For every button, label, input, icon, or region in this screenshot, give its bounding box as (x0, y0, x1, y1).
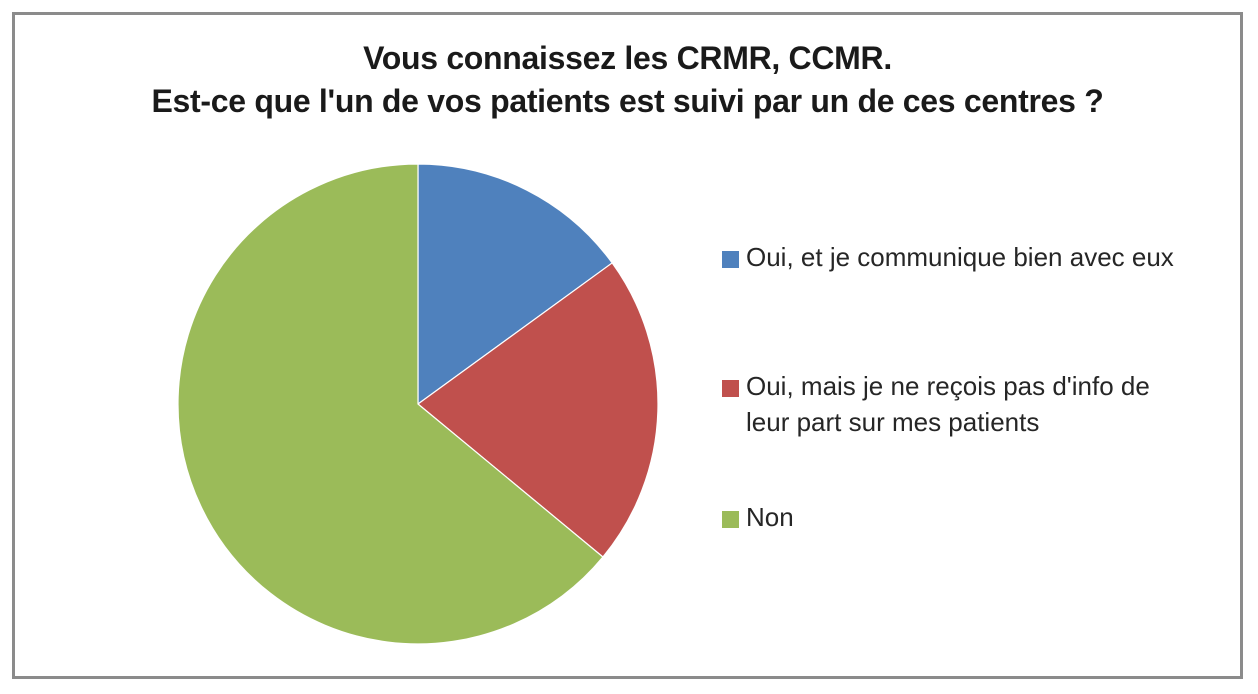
chart-title-line-2: Est-ce que l'un de vos patients est suiv… (151, 83, 1104, 119)
legend-label-non: Non (746, 502, 794, 532)
legend-marker-red-icon (722, 380, 739, 397)
legend-marker-blue-icon (722, 251, 739, 268)
legend-item-non[interactable]: Non (722, 499, 1176, 535)
pie-chart (177, 163, 659, 645)
chart-title: Vous connaissez les CRMR, CCMR. Est-ce q… (15, 37, 1240, 123)
pie-slice-oui-pas-info[interactable] (417, 262, 659, 558)
chart-title-line-1: Vous connaissez les CRMR, CCMR. (363, 40, 892, 76)
pie-slice-oui-communique-bien[interactable] (417, 163, 613, 406)
legend-label-oui-pas-info: Oui, mais je ne reçois pas d'info de leu… (746, 371, 1150, 437)
pie-slice-non[interactable] (177, 163, 604, 645)
legend-label-oui-communique-bien: Oui, et je communique bien avec eux (746, 242, 1174, 272)
legend-marker-green-icon (722, 511, 739, 528)
chart-frame: Vous connaissez les CRMR, CCMR. Est-ce q… (12, 12, 1243, 679)
legend-item-oui-communique-bien[interactable]: Oui, et je communique bien avec eux (722, 239, 1176, 275)
legend-item-oui-pas-info[interactable]: Oui, mais je ne reçois pas d'info de leu… (722, 368, 1176, 440)
